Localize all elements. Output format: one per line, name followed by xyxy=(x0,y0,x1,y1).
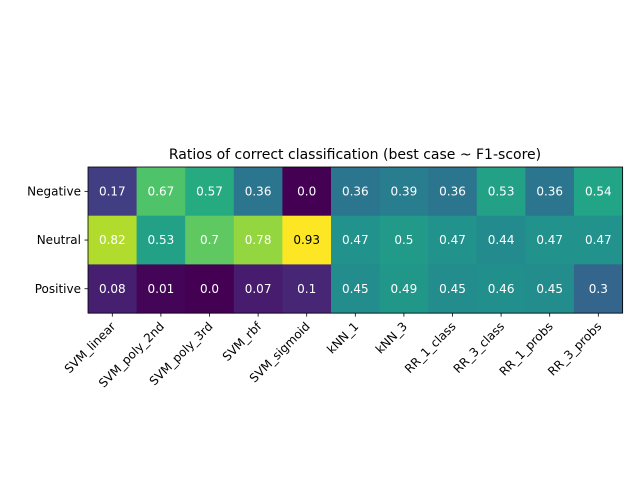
cell-value-label: 0.49 xyxy=(391,282,418,296)
cell-value-label: 0.01 xyxy=(148,282,175,296)
cell-value-label: 0.47 xyxy=(342,233,369,247)
heatmap-cell xyxy=(574,167,624,217)
cell-value-label: 0.82 xyxy=(99,233,126,247)
heatmap-cells xyxy=(88,167,624,314)
y-axis-ticks: Negative Neutral Positive xyxy=(27,184,88,296)
cell-value-label: 0.46 xyxy=(488,282,515,296)
cell-value-label: 0.0 xyxy=(200,282,219,296)
heatmap-cell-labels: 0.17 0.67 0.57 0.36 0.0 0.36 0.39 0.36 0.53 0.36 0… xyxy=(99,184,612,295)
cell-value-label: 0.36 xyxy=(536,184,563,198)
cell-value-label: 0.5 xyxy=(394,233,413,247)
heatmap-cell xyxy=(476,264,526,314)
cell-value-label: 0.45 xyxy=(342,282,369,296)
cell-value-label: 0.39 xyxy=(391,184,418,198)
heatmap-cell xyxy=(282,215,332,265)
cell-value-label: 0.36 xyxy=(245,184,272,198)
cell-value-label: 0.1 xyxy=(297,282,316,296)
heatmap-cell xyxy=(379,167,429,217)
cell-value-label: 0.93 xyxy=(293,233,320,247)
heatmap-cell xyxy=(136,264,186,314)
cell-value-label: 0.45 xyxy=(536,282,563,296)
heatmap-cell xyxy=(282,167,332,217)
heatmap-cell xyxy=(185,215,235,265)
heatmap-cell xyxy=(88,264,138,314)
heatmap-cell xyxy=(331,215,381,265)
cell-value-label: 0.44 xyxy=(488,233,515,247)
cell-value-label: 0.53 xyxy=(488,184,515,198)
heatmap-cell xyxy=(185,167,235,217)
heatmap-cell xyxy=(88,167,138,217)
y-tick-label: Negative xyxy=(27,184,81,198)
heatmap-cell xyxy=(88,215,138,265)
cell-value-label: 0.47 xyxy=(585,233,612,247)
cell-value-label: 0.47 xyxy=(536,233,563,247)
y-tick-label: Neutral xyxy=(37,233,81,247)
cell-value-label: 0.57 xyxy=(196,184,223,198)
cell-value-label: 0.53 xyxy=(148,233,175,247)
cell-value-label: 0.78 xyxy=(245,233,272,247)
cell-value-label: 0.36 xyxy=(439,184,466,198)
heatmap-cell xyxy=(525,167,575,217)
cell-value-label: 0.17 xyxy=(99,184,126,198)
cell-value-label: 0.47 xyxy=(439,233,466,247)
heatmap-cell xyxy=(136,215,186,265)
cell-value-label: 0.45 xyxy=(439,282,466,296)
y-tick-label: Positive xyxy=(35,282,81,296)
heatmap-cell xyxy=(136,167,186,217)
cell-value-label: 0.3 xyxy=(589,282,608,296)
cell-value-label: 0.0 xyxy=(297,184,316,198)
heatmap-cell xyxy=(574,264,624,314)
heatmap-cell xyxy=(331,264,381,314)
heatmap-cell xyxy=(331,167,381,217)
cell-value-label: 0.36 xyxy=(342,184,369,198)
heatmap-cell xyxy=(428,215,478,265)
heatmap-cell xyxy=(379,264,429,314)
heatmap-cell xyxy=(233,167,283,217)
heatmap-cell xyxy=(233,264,283,314)
chart-title: Ratios of correct classification (best c… xyxy=(169,147,541,163)
cell-value-label: 0.08 xyxy=(99,282,126,296)
cell-value-label: 0.07 xyxy=(245,282,272,296)
axes-frame xyxy=(87,166,623,314)
heatmap-cell xyxy=(525,215,575,265)
cell-value-label: 0.7 xyxy=(200,233,219,247)
heatmap-cell xyxy=(185,264,235,314)
heatmap-cell xyxy=(574,215,624,265)
heatmap-cell xyxy=(428,264,478,314)
heatmap-cell xyxy=(233,215,283,265)
heatmap-cell xyxy=(379,215,429,265)
cell-value-label: 0.67 xyxy=(148,184,175,198)
cell-value-label: 0.54 xyxy=(585,184,612,198)
heatmap-cell xyxy=(282,264,332,314)
heatmap-cell xyxy=(428,167,478,217)
heatmap-cell xyxy=(525,264,575,314)
heatmap-cell xyxy=(476,167,526,217)
heatmap-cell xyxy=(476,215,526,265)
